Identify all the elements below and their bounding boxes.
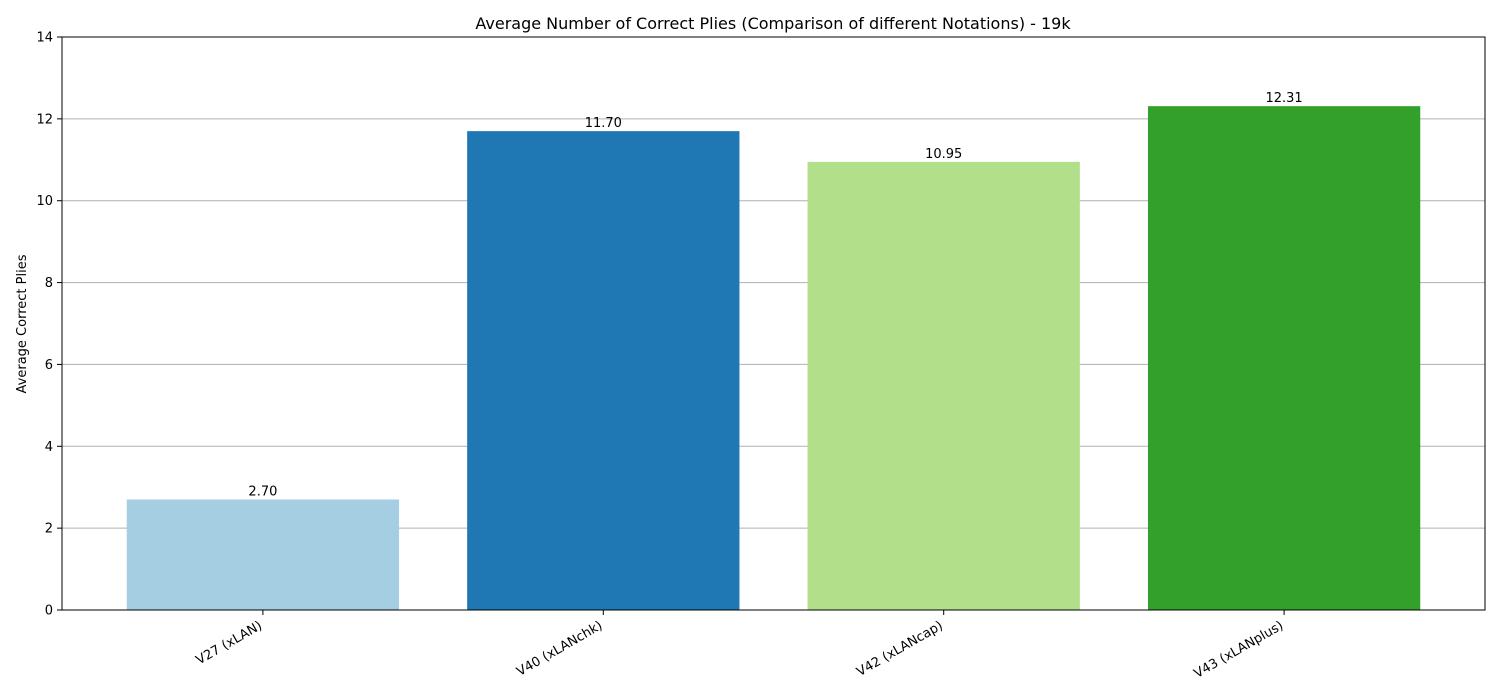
data-label-2: 11.70 (585, 116, 622, 131)
bar-2 (467, 131, 740, 610)
x-tick-label-4: V43 (xLANplus) (1192, 618, 1286, 681)
y-tick-label: 14 (36, 31, 53, 46)
bar-3 (807, 161, 1080, 610)
bar-1 (126, 499, 400, 610)
data-labels: 2.70 11.70 10.95 12.31 (248, 91, 1302, 499)
x-tick-label-3: V42 (xLANcap) (854, 618, 945, 679)
bar-4 (1147, 106, 1421, 611)
data-label-4: 12.31 (1265, 91, 1302, 106)
y-axis-label: Average Correct Plies (15, 254, 30, 393)
x-tick-label-1: V27 (xLAN) (194, 618, 265, 668)
y-tick-label: 10 (36, 194, 53, 209)
data-label-3: 10.95 (925, 147, 962, 162)
data-label-1: 2.70 (248, 484, 277, 499)
y-tick-label: 2 (45, 522, 53, 537)
y-tick-label: 8 (45, 276, 53, 291)
bars (126, 106, 1421, 611)
y-tick-label: 4 (45, 440, 53, 455)
plot-frame (61, 36, 1486, 611)
y-tick-label: 6 (45, 358, 53, 373)
chart-title: Average Number of Correct Plies (Compari… (475, 14, 1071, 33)
x-tick-label-2: V40 (xLANchk) (514, 618, 605, 679)
y-tick-label: 12 (36, 112, 53, 127)
y-tick-label: 0 (45, 604, 53, 619)
